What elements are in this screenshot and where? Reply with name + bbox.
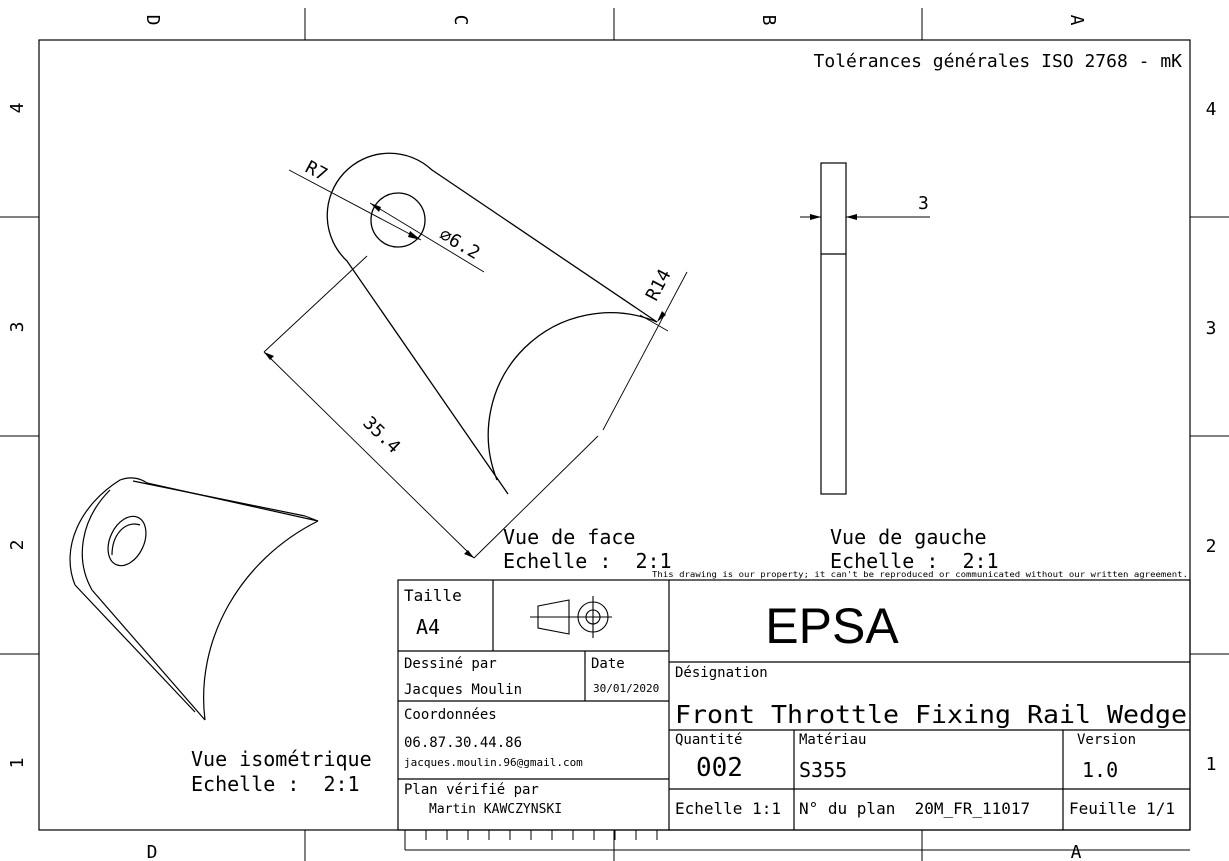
general-tolerances: Tolérances générales ISO 2768 - mK <box>814 51 1183 72</box>
designation-label: Désignation <box>675 665 768 681</box>
title-block-ruler <box>404 830 1190 851</box>
zone-col-top-a: A <box>1066 15 1087 26</box>
drawn-by: Jacques Moulin <box>404 682 522 698</box>
zone-row-left-2: 2 <box>7 540 28 551</box>
left-view-scale: Echelle : 2:1 <box>830 549 999 573</box>
contact-label: Coordonnées <box>404 707 497 723</box>
projection-symbol-icon <box>530 596 612 638</box>
arrowheads <box>264 203 666 558</box>
property-notice: This drawing is our property; it can't b… <box>652 570 1188 579</box>
zone-row-right-1: 1 <box>1206 754 1217 775</box>
phone-number: 06.87.30.44.86 <box>404 735 522 751</box>
left-view <box>820 162 847 495</box>
isometric-view <box>69 477 319 721</box>
dim-r7: R7 <box>302 157 331 186</box>
date-value: 30/01/2020 <box>593 682 659 695</box>
checked-by-label: Plan vérifié par <box>404 782 539 798</box>
isometric-view-scale: Echelle : 2:1 <box>191 772 360 796</box>
isometric-view-title: Vue isométrique <box>191 747 372 771</box>
drawn-by-label: Dessiné par <box>404 656 497 672</box>
left-view-title: Vue de gauche <box>830 525 987 549</box>
zone-col-bottom-d: D <box>147 842 158 861</box>
dim-thickness: 3 <box>918 193 929 214</box>
sheet-number: Feuille 1/1 <box>1069 799 1175 818</box>
size-label: Taille <box>404 586 462 605</box>
front-view-scale: Echelle : 2:1 <box>503 549 672 573</box>
zone-row-left-3: 3 <box>7 322 28 333</box>
version-value: 1.0 <box>1082 758 1118 782</box>
material-value: S355 <box>799 758 847 782</box>
zone-row-left-1: 1 <box>7 758 28 769</box>
dim-hole-diameter: ∅6.2 <box>436 224 484 264</box>
version-label: Version <box>1077 732 1136 748</box>
size-value: A4 <box>416 615 440 639</box>
left-view-arrowheads <box>810 214 857 220</box>
front-view-title: Vue de face <box>503 525 635 549</box>
left-view-outline <box>820 162 847 495</box>
front-view-outline <box>326 152 658 495</box>
zone-ticks <box>0 8 1229 861</box>
zone-row-right-4: 4 <box>1206 99 1217 120</box>
zone-col-bottom-a: A <box>1071 842 1082 861</box>
zone-row-left-4: 4 <box>7 103 28 114</box>
zone-row-right-3: 3 <box>1206 318 1217 339</box>
email-address: jacques.moulin.96@gmail.com <box>404 756 583 769</box>
front-view <box>326 152 658 495</box>
material-label: Matériau <box>799 732 866 748</box>
front-view-dimensions <box>263 169 688 559</box>
zone-col-top-d: D <box>142 15 163 26</box>
drawing-number: N° du plan 20M_FR_11017 <box>799 799 1030 818</box>
dim-r14: R14 <box>642 266 676 305</box>
company-name: EPSA <box>765 598 899 654</box>
title-block-scale: Echelle 1:1 <box>675 799 781 818</box>
quantity-label: Quantité <box>675 732 742 748</box>
designation-value: Front Throttle Fixing Rail Wedge <box>675 700 1187 729</box>
zone-col-top-b: B <box>758 15 779 26</box>
front-view-hole <box>370 192 426 248</box>
checked-by: Martin KAWCZYNSKI <box>429 802 562 817</box>
isometric-hole <box>107 515 147 567</box>
zone-col-top-c: C <box>450 15 471 26</box>
zone-row-right-2: 2 <box>1206 536 1217 557</box>
quantity-value: 002 <box>696 753 743 783</box>
date-label: Date <box>591 656 625 672</box>
title-block <box>397 579 1191 831</box>
